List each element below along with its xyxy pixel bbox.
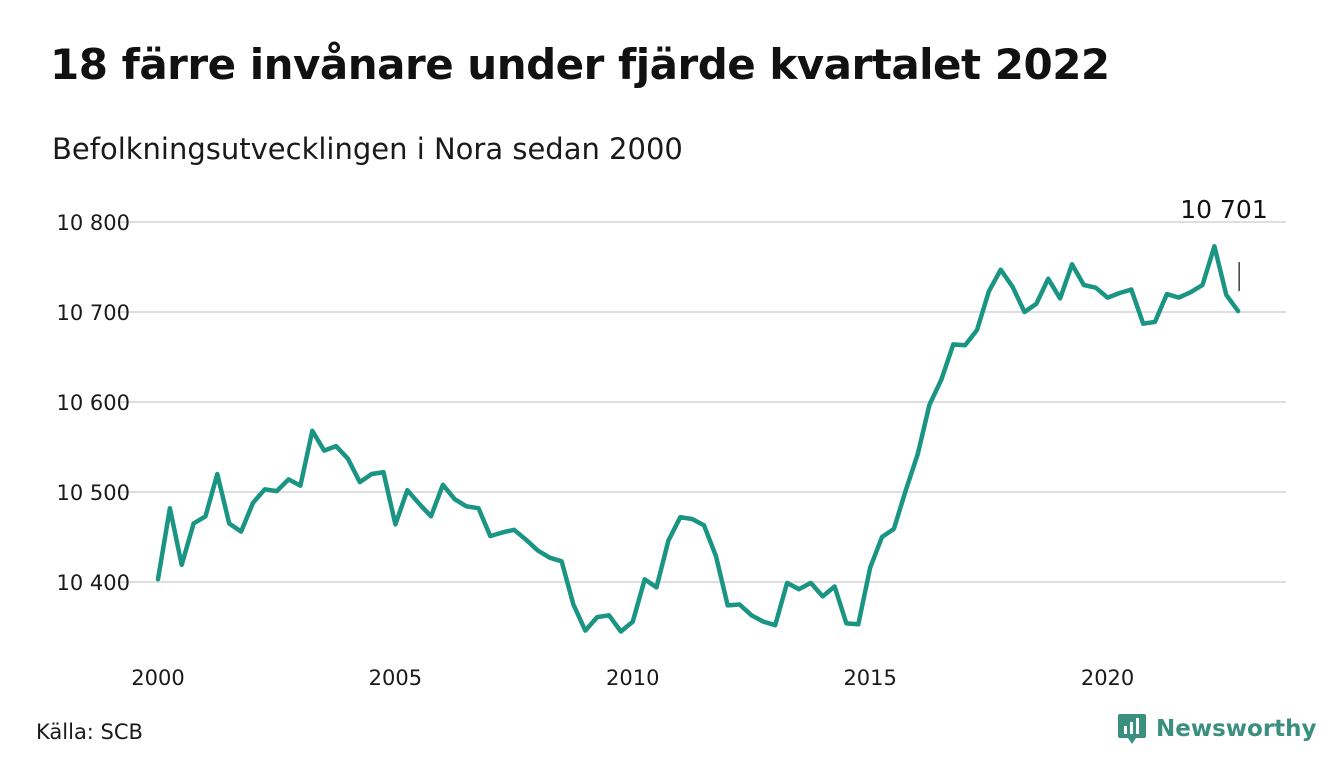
y-tick-label: 10 700 xyxy=(57,301,130,325)
y-tick-label: 10 800 xyxy=(57,211,130,235)
x-tick-label: 2000 xyxy=(131,666,184,690)
x-tick-label: 2015 xyxy=(843,666,896,690)
annotation-layer: 10 701 xyxy=(1180,195,1268,292)
chart-title: 18 färre invånare under fjärde kvartalet… xyxy=(50,40,1110,89)
grid-lines xyxy=(120,221,1286,583)
x-tick-label: 2005 xyxy=(369,666,422,690)
brand[interactable]: Newsworthy xyxy=(1116,712,1317,746)
newsworthy-logo-icon xyxy=(1118,714,1146,744)
chart-subtitle: Befolkningsutvecklingen i Nora sedan 200… xyxy=(52,132,683,166)
series-layer xyxy=(155,244,1241,634)
x-tick-label: 2010 xyxy=(606,666,659,690)
y-tick-label: 10 500 xyxy=(57,481,130,505)
y-tick-label: 10 400 xyxy=(57,571,130,595)
y-tick-label: 10 600 xyxy=(57,391,130,415)
brand-name: Newsworthy xyxy=(1156,716,1317,742)
x-tick-label: 2020 xyxy=(1081,666,1134,690)
x-axis-ticks: 2000 2005 2010 2015 2020 xyxy=(131,666,1134,690)
last-value-label: 10 701 xyxy=(1180,195,1267,224)
series-line xyxy=(155,244,1241,634)
y-axis-ticks: 10 400 10 500 10 600 10 700 10 800 xyxy=(57,211,130,595)
source-label: Källa: SCB xyxy=(36,720,143,744)
